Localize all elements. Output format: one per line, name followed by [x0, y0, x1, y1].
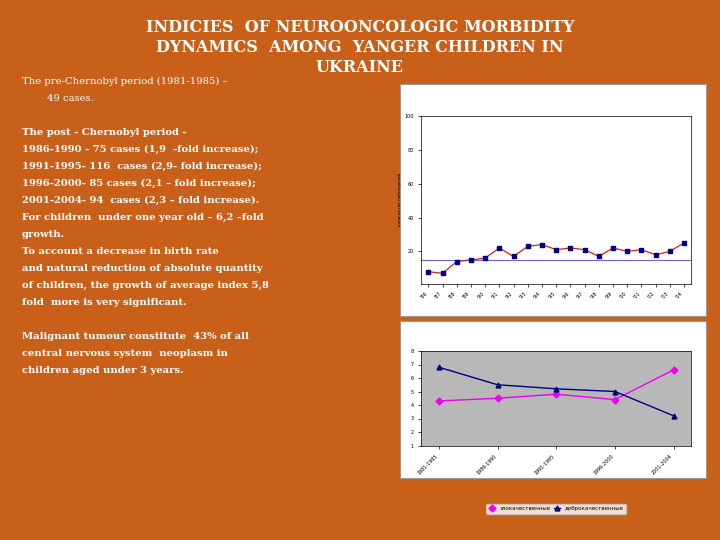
Text: of children, the growth of average index 5,8: of children, the growth of average index… [22, 281, 269, 290]
Point [650, 251, 662, 259]
Point [465, 255, 477, 264]
Text: DYNAMICS  AMONG  YANGER CHILDREN IN: DYNAMICS AMONG YANGER CHILDREN IN [156, 39, 564, 56]
Text: The post - Chernobyl period -: The post - Chernobyl period - [22, 128, 186, 137]
Text: and natural reduction of absolute quantity: and natural reduction of absolute quanti… [22, 264, 262, 273]
Text: 1996-2000- 85 cases (2,1 – fold increase);: 1996-2000- 85 cases (2,1 – fold increase… [22, 179, 256, 188]
Point [678, 239, 690, 247]
Text: fold  more is very significant.: fold more is very significant. [22, 298, 186, 307]
Point [550, 245, 562, 254]
Point [636, 245, 647, 254]
Point [480, 254, 491, 262]
Point [494, 244, 505, 252]
Point [579, 245, 590, 254]
Legend: злокачественные, доброкачественные: злокачественные, доброкачественные [487, 504, 626, 514]
Text: INDICIES  OF NEUROONCOLOGIC MORBIDITY: INDICIES OF NEUROONCOLOGIC MORBIDITY [145, 19, 575, 36]
Text: 2001-2004- 94  cases (2,3 – fold increase).: 2001-2004- 94 cases (2,3 – fold increase… [22, 195, 259, 205]
Y-axis label: количество наблюдений: количество наблюдений [399, 173, 402, 226]
Point [423, 267, 434, 276]
Point [451, 257, 462, 266]
Point [621, 247, 633, 256]
Point [508, 252, 519, 261]
Point [437, 269, 449, 278]
Legend: когимество больных: когимество больных [514, 357, 598, 367]
Text: growth.: growth. [22, 230, 65, 239]
Point [607, 244, 618, 252]
Text: 1986-1990 - 75 cases (1,9  -fold increase);: 1986-1990 - 75 cases (1,9 -fold increase… [22, 145, 258, 154]
Text: 1991-1995- 116  cases (2,9- fold increase);: 1991-1995- 116 cases (2,9- fold increase… [22, 162, 261, 171]
Point [564, 244, 576, 252]
Text: 49 cases.: 49 cases. [22, 94, 94, 103]
Point [522, 242, 534, 251]
Text: The pre-Chernobyl period (1981-1985) –: The pre-Chernobyl period (1981-1985) – [22, 77, 227, 86]
Text: For children  under one year old – 6,2 –fold: For children under one year old – 6,2 –f… [22, 213, 264, 222]
Point [664, 247, 675, 256]
Text: Malignant tumour constitute  43% of all: Malignant tumour constitute 43% of all [22, 332, 248, 341]
Text: central nervous system  neoplasm in: central nervous system neoplasm in [22, 349, 228, 358]
Point [593, 252, 605, 261]
Text: To account a decrease in birth rate: To account a decrease in birth rate [22, 247, 218, 256]
Point [536, 240, 548, 249]
Text: UKRAINE: UKRAINE [316, 59, 404, 76]
Text: children aged under 3 years.: children aged under 3 years. [22, 366, 183, 375]
